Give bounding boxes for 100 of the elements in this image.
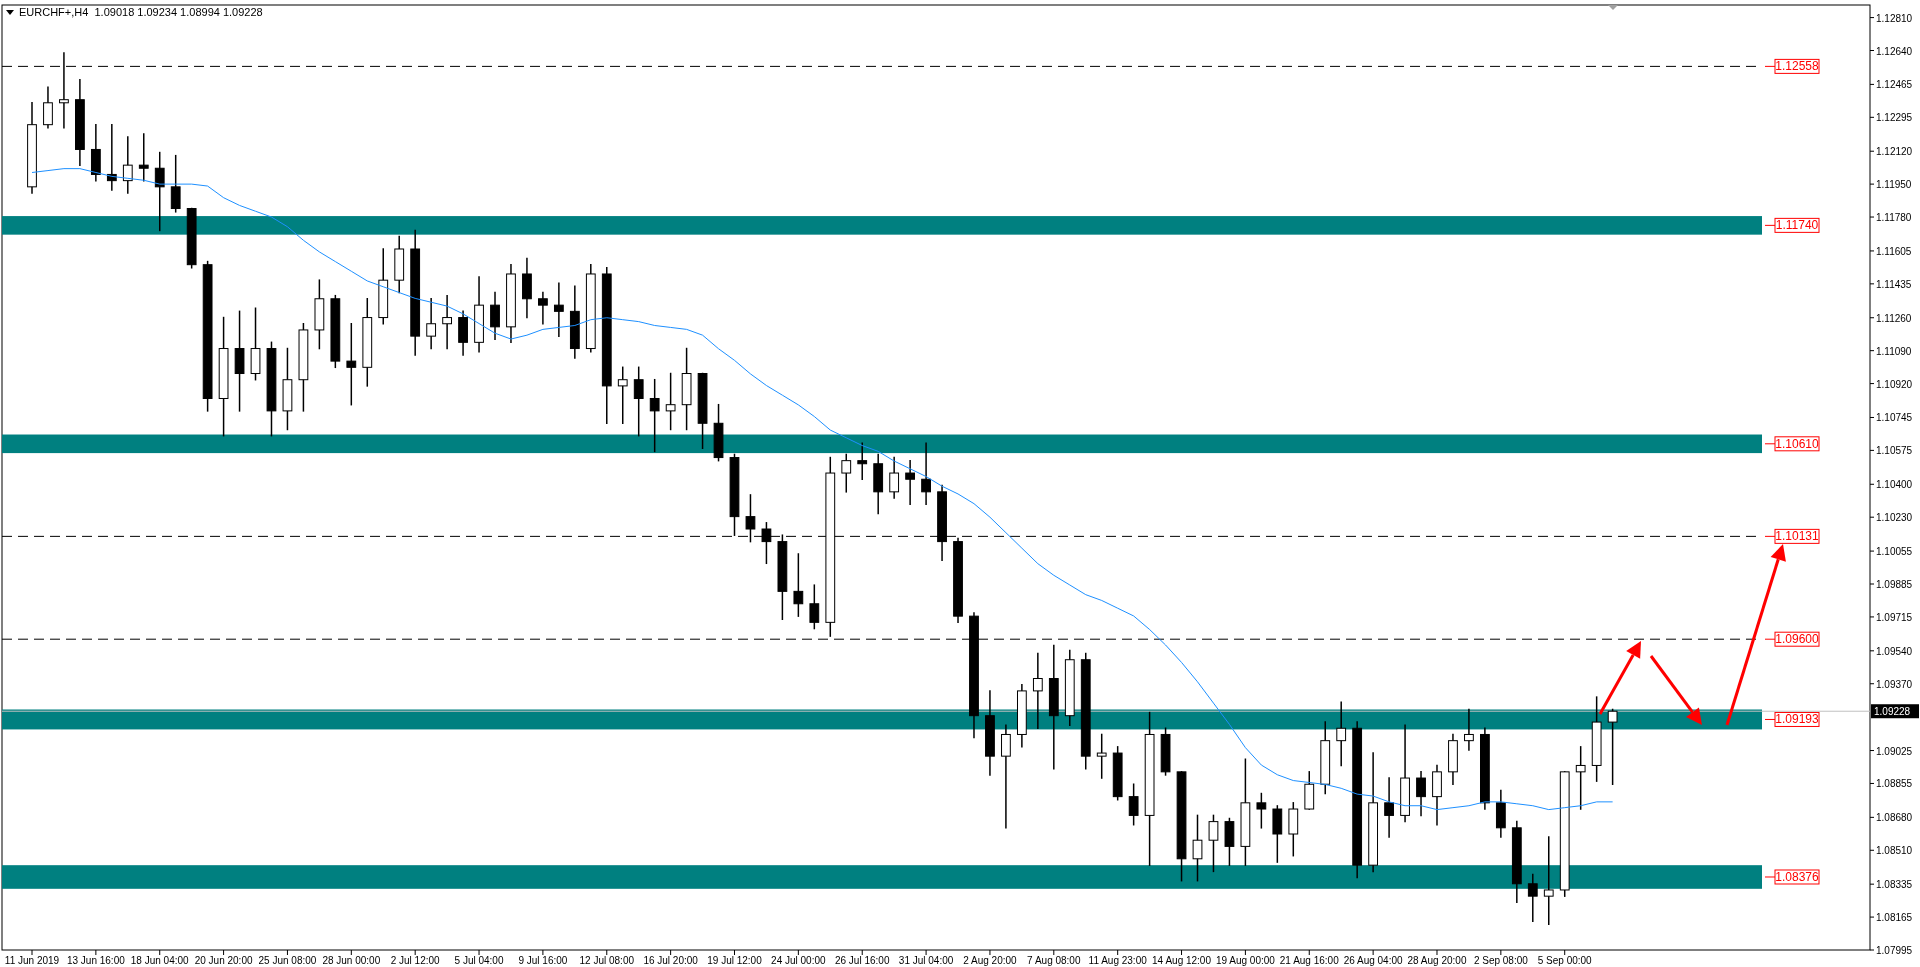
candlestick [665,372,676,431]
x-tick-label: 20 Jun 20:00 [194,955,253,966]
y-tick-label: 1.09715 [1876,611,1913,623]
candlestick [442,294,452,350]
band-label: 1.10610 [1775,436,1820,451]
chart-title: EURCHF+,H4 1.09018 1.09234 1.08994 1.09228 [19,6,263,18]
candlestick [1464,708,1474,751]
candlestick [793,553,804,617]
candlestick [1128,783,1139,826]
candlestick [426,298,437,350]
y-tick-label: 1.09025 [1876,745,1913,757]
x-tick-label: 13 Jun 16:00 [66,955,126,966]
candlestick [617,366,628,425]
y-tick-label: 1.11260 [1876,312,1912,324]
candlestick [745,494,756,543]
candlestick [1096,733,1107,779]
band-label: 1.08376 [1775,869,1820,884]
candlestick [1336,701,1347,767]
band-label: 1.09193 [1775,712,1820,727]
candlestick [1607,708,1618,785]
x-tick-label: 11 Jun 2019 [4,955,60,966]
candlestick [1384,777,1394,838]
x-tick-label: 31 Jul 04:00 [898,955,954,966]
y-tick-label: 1.10920 [1876,378,1913,390]
y-tick-label: 1.11090 [1876,345,1912,357]
y-tick-label: 1.12640 [1876,45,1913,57]
candlestick [649,378,660,453]
y-tick-label: 1.10575 [1876,445,1913,457]
candlestick [553,282,564,337]
candlestick [346,322,357,406]
candlestick [921,442,931,505]
candlestick [538,291,548,325]
x-tick-label: 5 Jul 04:00 [454,955,504,966]
y-tick-label: 1.09540 [1876,645,1913,657]
ref-line-label: 1.12558 [1775,59,1820,74]
candlestick [170,154,181,213]
candlestick [809,584,820,630]
x-tick-label: 14 Aug 12:00 [1152,955,1212,966]
ref-line-label: 1.09600 [1775,632,1820,647]
y-tick-label: 1.10400 [1876,479,1913,491]
x-tick-label: 2 Aug 20:00 [963,955,1018,966]
candlestick [43,86,53,129]
candlestick [905,459,916,505]
band-label: 1.11740 [1775,218,1819,233]
x-tick-label: 16 Jul 20:00 [643,955,699,966]
y-tick-label: 1.08855 [1876,778,1913,790]
y-tick-label: 1.12295 [1876,112,1913,124]
y-tick-label: 1.10055 [1876,546,1913,558]
x-tick-label: 12 Jul 08:00 [579,955,635,966]
candlestick [857,442,868,480]
candlestick [1575,746,1586,810]
candlestick [1192,814,1203,882]
y-tick-label: 1.12465 [1876,79,1913,91]
y-tick-label: 1.08680 [1876,812,1913,824]
candlestick [633,366,644,437]
candlestick [154,151,165,232]
x-tick-label: 19 Aug 00:00 [1215,955,1276,966]
y-tick-label: 1.10230 [1876,512,1913,524]
candlestick [1032,652,1043,730]
y-tick-label: 1.12810 [1876,12,1913,24]
y-tick-label: 1.11605 [1876,245,1912,257]
candlestick [889,456,900,499]
ref-line-label: 1.10131 [1775,529,1820,544]
ref-line-label: 1.09228 [1874,706,1911,718]
y-tick-label: 1.08165 [1876,912,1913,924]
x-tick-label: 18 Jun 04:00 [130,955,190,966]
y-tick-label: 1.11780 [1876,212,1912,224]
x-tick-label: 24 Jul 00:00 [771,955,827,966]
x-tick-label: 5 Sep 00:00 [1537,955,1593,966]
y-tick-label: 1.12120 [1876,146,1913,158]
x-tick-label: 26 Jul 16:00 [834,955,890,966]
y-tick-label: 1.09885 [1876,579,1913,591]
x-tick-label: 26 Aug 04:00 [1343,955,1404,966]
x-tick-label: 2 Jul 12:00 [390,955,441,966]
y-tick-label: 1.10745 [1876,412,1913,424]
x-tick-label: 28 Jun 00:00 [322,955,381,966]
x-tick-label: 7 Aug 08:00 [1027,955,1081,966]
x-tick-label: 11 Aug 23:00 [1088,955,1148,966]
candlestick [1543,836,1554,925]
x-tick-label: 25 Jun 08:00 [258,955,317,966]
x-tick-label: 21 Aug 16:00 [1279,955,1340,966]
x-tick-label: 2 Sep 08:00 [1473,955,1529,966]
y-tick-label: 1.07995 [1876,945,1913,956]
x-tick-label: 9 Jul 16:00 [518,955,568,966]
candlestick [122,136,133,194]
candlestick [138,133,149,182]
candlestick [1001,724,1011,829]
candlestick [1208,814,1219,873]
x-tick-label: 28 Aug 20:00 [1407,955,1467,966]
candlestick [1256,792,1267,829]
y-tick-label: 1.09370 [1876,678,1913,690]
candlestick [841,453,852,493]
y-tick-label: 1.11435 [1876,278,1912,290]
y-tick-label: 1.08510 [1876,845,1913,857]
y-tick-label: 1.11950 [1876,179,1912,191]
candlestick [1416,771,1426,817]
y-tick-label: 1.08335 [1876,879,1913,891]
candlestick [490,291,500,340]
x-tick-label: 19 Jul 12:00 [707,955,763,966]
candlestick [1527,873,1538,922]
